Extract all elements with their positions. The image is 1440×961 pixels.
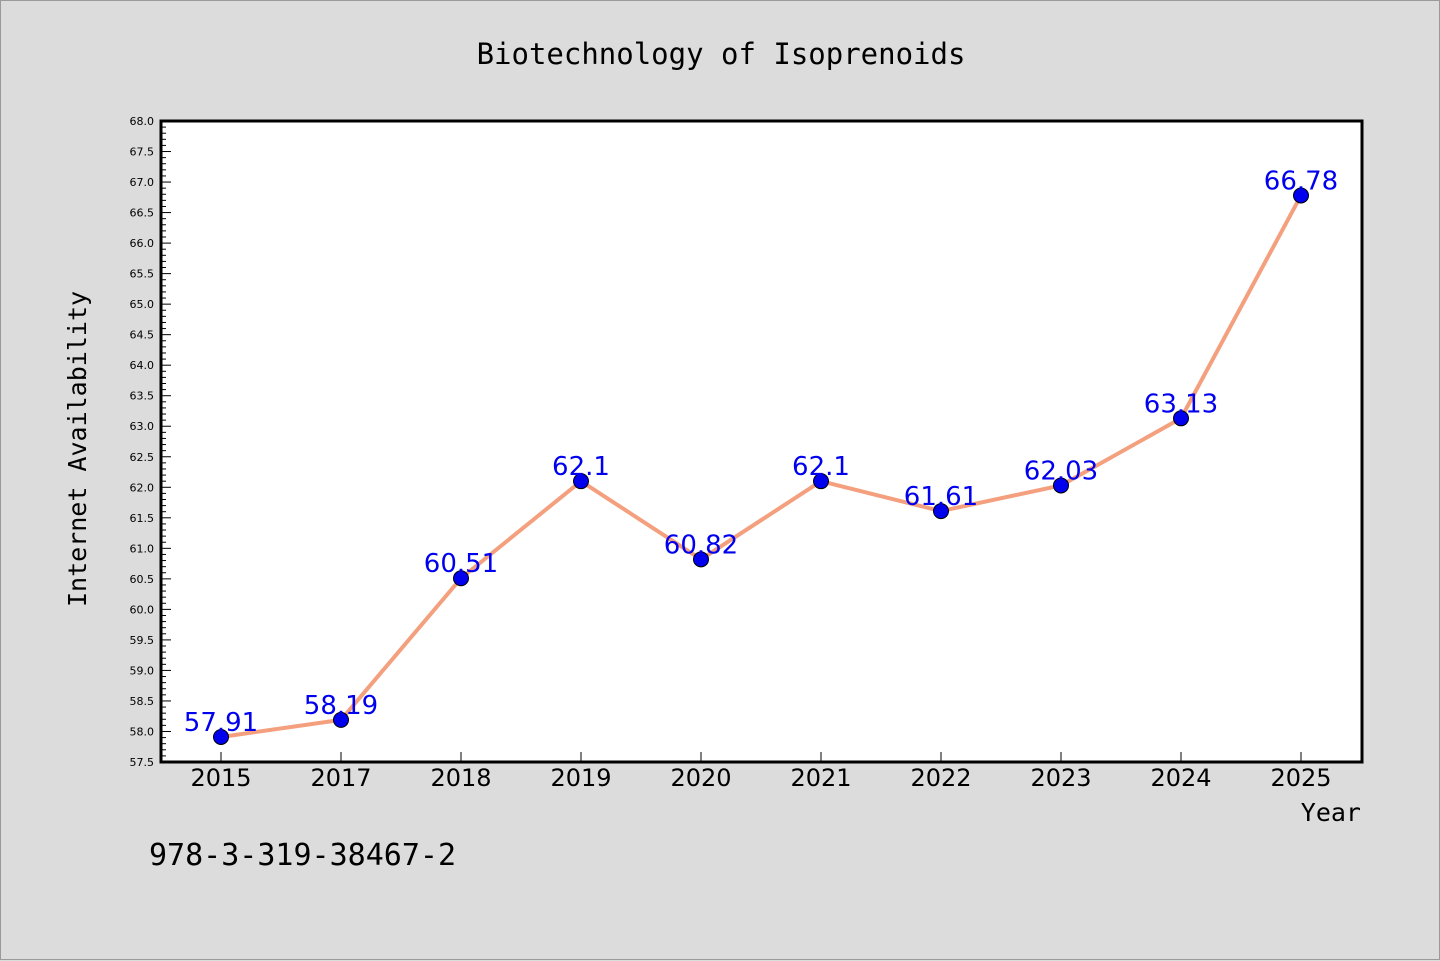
data-label: 60.82 xyxy=(664,530,738,560)
data-point xyxy=(1293,187,1309,204)
data-label: 62.1 xyxy=(552,452,610,482)
y-tick-label: 67.0 xyxy=(130,176,155,189)
x-axis: 2015 2017 2018 2019 2020 2021 2022 2023 2024 2025 xyxy=(190,752,1332,792)
data-point xyxy=(1173,410,1189,427)
x-tick-label: 2019 xyxy=(550,764,611,792)
y-tick-label: 59.0 xyxy=(130,664,155,677)
x-tick-label: 2020 xyxy=(670,764,731,792)
x-tick-label: 2021 xyxy=(790,764,851,792)
y-tick-label: 62.5 xyxy=(130,451,155,464)
series-line xyxy=(220,194,1303,739)
y-tick-label: 58.5 xyxy=(130,695,155,708)
y-tick-label: 67.5 xyxy=(130,146,155,159)
y-axis: 57.5 58.0 58.5 59.0 59.5 60.0 60.5 61.0 61.5 62.0… xyxy=(130,115,171,769)
data-point xyxy=(573,473,589,490)
y-tick-label: 63.5 xyxy=(130,390,155,403)
y-tick-label: 64.5 xyxy=(130,329,155,342)
plot-area xyxy=(161,121,1362,762)
data-label: 58.19 xyxy=(304,691,378,721)
x-tick-label: 2022 xyxy=(910,764,971,792)
y-tick-label: 66.5 xyxy=(130,207,155,220)
y-tick-label: 60.5 xyxy=(130,573,155,586)
y-tick-label: 68.0 xyxy=(130,115,155,128)
x-tick-label: 2018 xyxy=(430,764,491,792)
y-tick-label: 64.0 xyxy=(130,359,155,372)
y-tick-label: 58.0 xyxy=(130,725,155,738)
data-label: 60.51 xyxy=(424,549,498,579)
data-label: 62.03 xyxy=(1024,456,1098,486)
x-axis-title: Year xyxy=(1301,798,1361,827)
series-group: 57.91 58.19 60.51 62.1 60.82 62.1 61.61 62.03 63… xyxy=(184,166,1338,745)
data-label: 66.78 xyxy=(1264,166,1338,196)
x-tick-label: 2015 xyxy=(190,764,251,792)
data-point xyxy=(333,711,349,728)
y-tick-label: 65.5 xyxy=(130,268,155,281)
x-tick-label: 2023 xyxy=(1030,764,1091,792)
data-point xyxy=(813,473,829,490)
data-label: 62.1 xyxy=(792,452,850,482)
x-tick-label: 2017 xyxy=(310,764,371,792)
data-point xyxy=(213,728,229,745)
x-tick-label: 2024 xyxy=(1150,764,1211,792)
y-tick-label: 63.0 xyxy=(130,420,155,433)
y-tick-label: 65.0 xyxy=(130,298,155,311)
data-label: 57.91 xyxy=(184,708,258,738)
data-label: 61.61 xyxy=(904,482,978,512)
data-point xyxy=(933,503,949,520)
y-tick-label: 66.0 xyxy=(130,237,155,250)
plot-border xyxy=(159,119,1364,764)
x-tick-label: 2025 xyxy=(1270,764,1331,792)
y-axis-title: Internet Availability xyxy=(63,291,92,607)
data-point xyxy=(453,570,469,587)
data-point xyxy=(1053,477,1069,494)
isbn-footnote: 978-3-319-38467-2 xyxy=(149,838,456,873)
data-point xyxy=(693,551,709,568)
y-tick-label: 59.5 xyxy=(130,634,155,647)
y-tick-label: 61.5 xyxy=(130,512,155,525)
y-tick-label: 57.5 xyxy=(130,756,155,769)
chart-title: Biotechnology of Isoprenoids xyxy=(477,37,966,71)
y-tick-label: 62.0 xyxy=(130,481,155,494)
y-tick-label: 60.0 xyxy=(130,603,155,616)
y-tick-label: 61.0 xyxy=(130,542,155,555)
data-label: 63.13 xyxy=(1144,389,1218,419)
